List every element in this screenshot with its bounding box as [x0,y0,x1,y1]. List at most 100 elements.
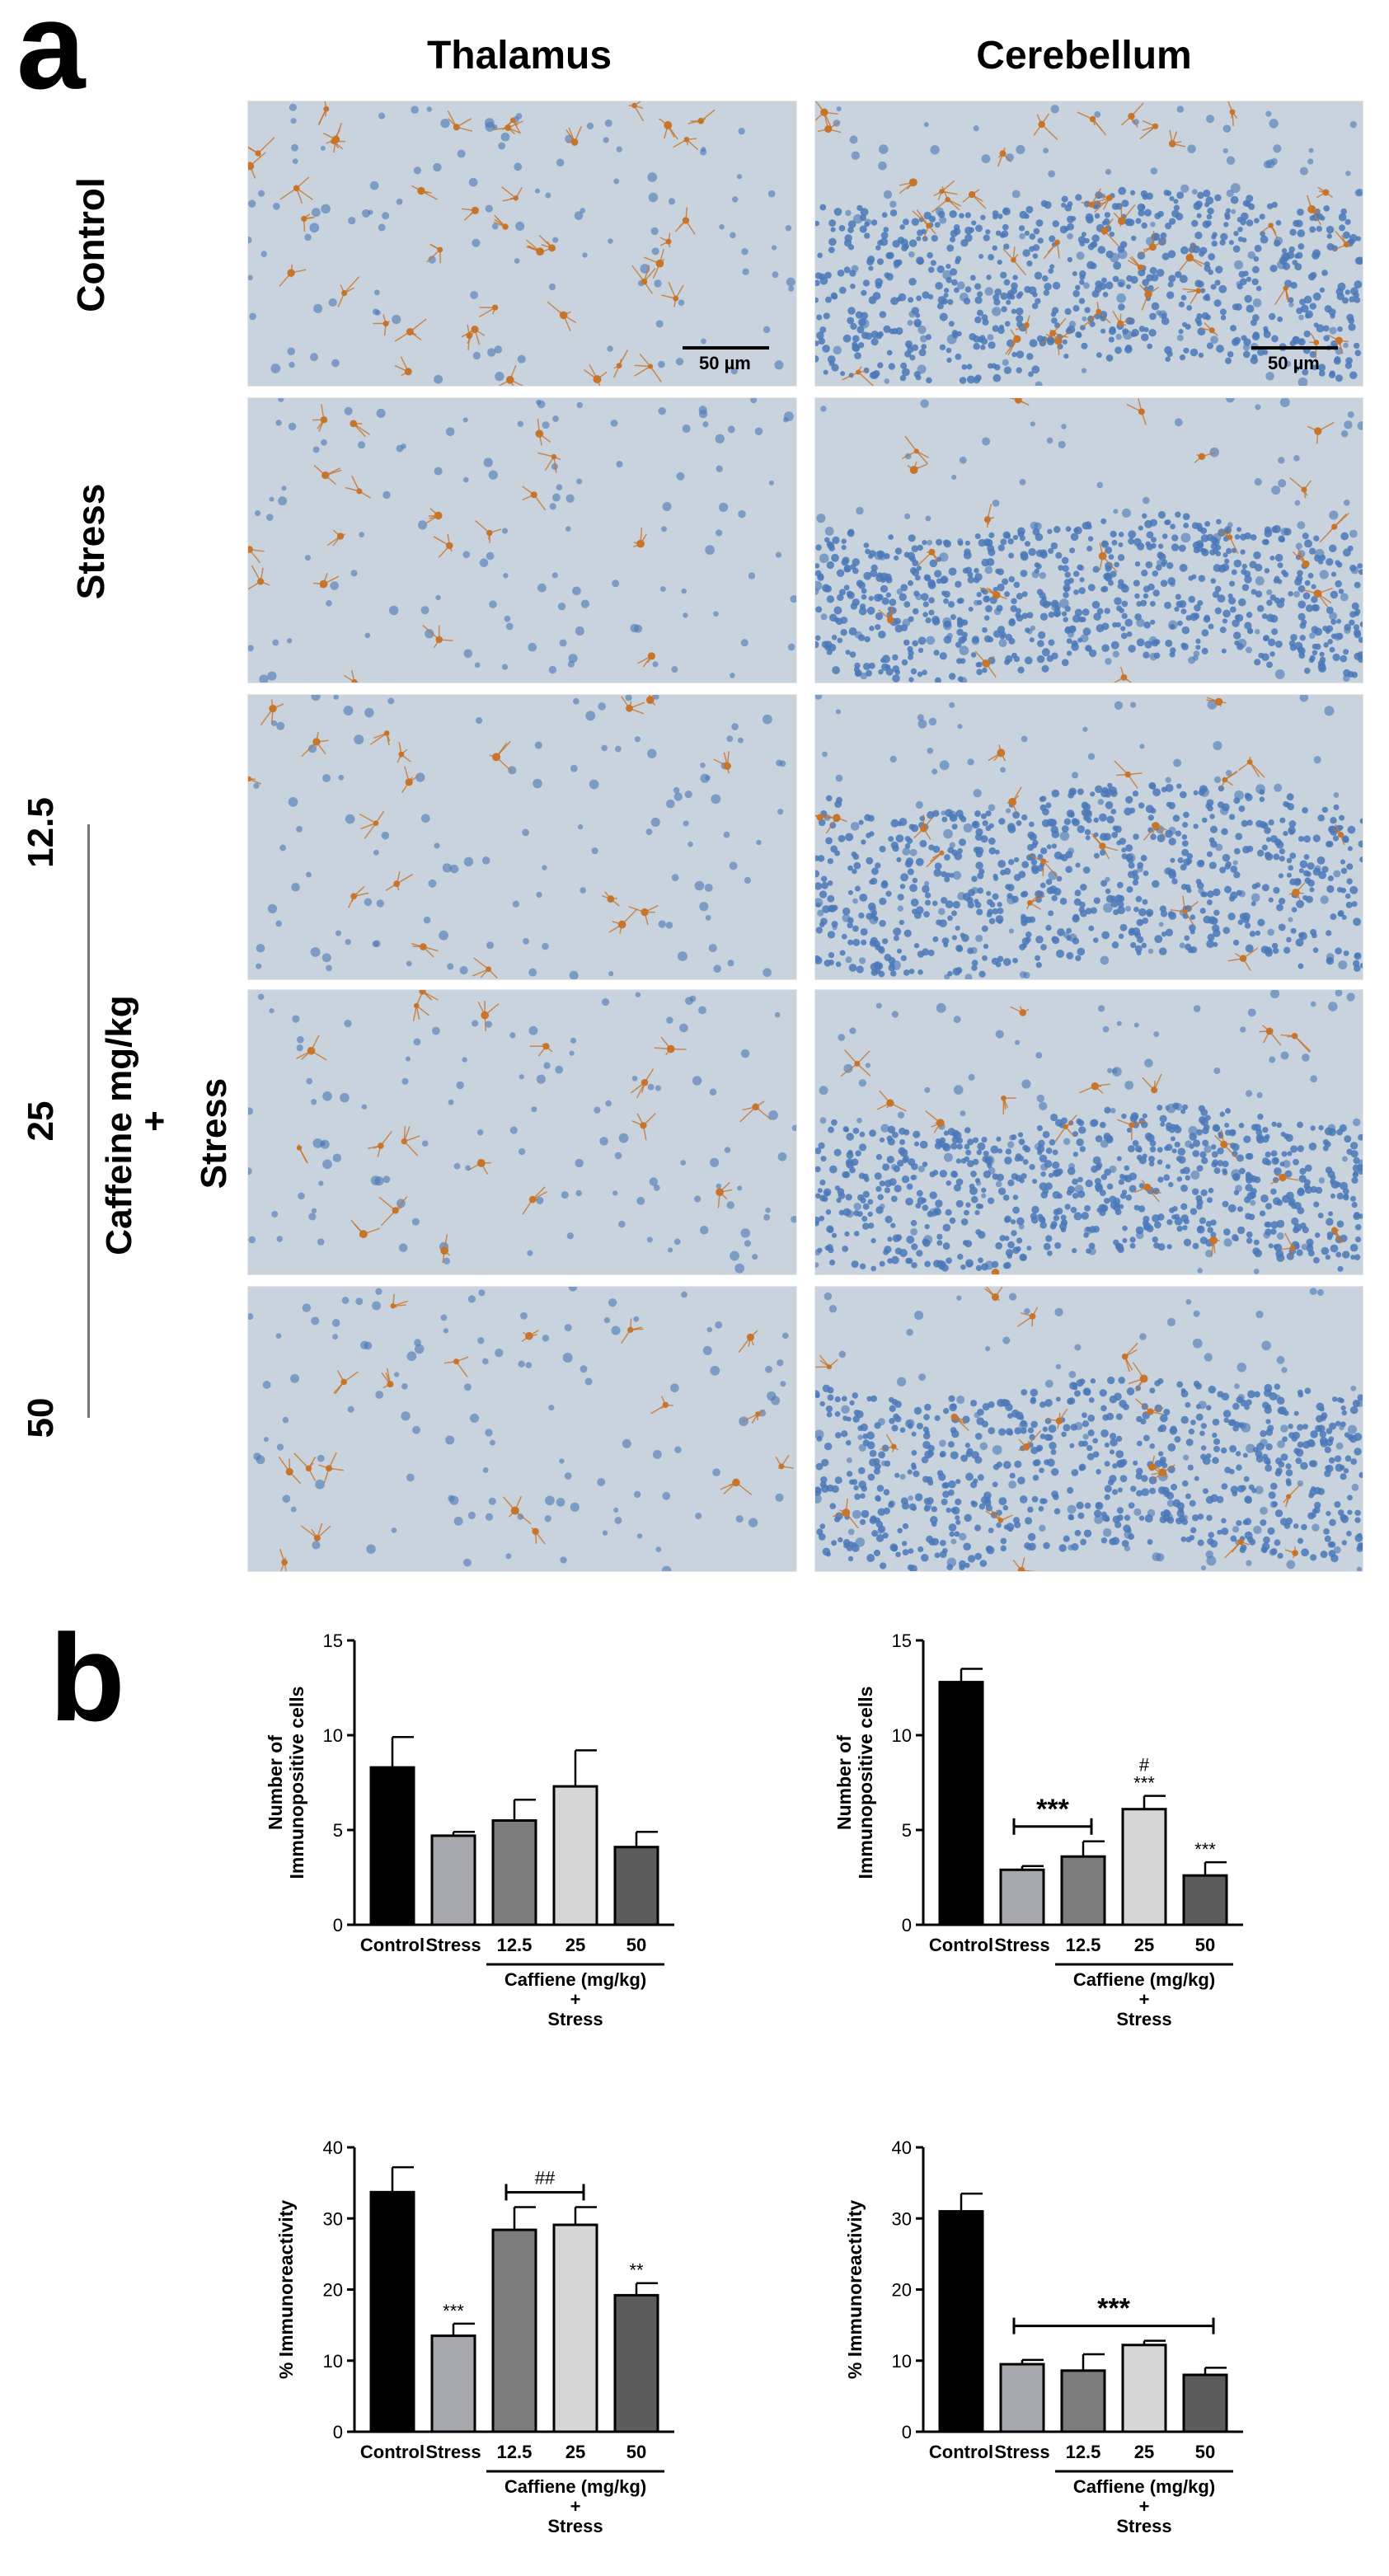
y-axis-label: % Immunoreactivity [844,2200,866,2379]
bar-50 [1182,1874,1228,1926]
thalamus-micrograph-row-1 [247,101,797,387]
x-tick-label: Stress [425,2442,481,2462]
bar-Stress [430,1834,476,1926]
bar-12-5 [491,1819,537,1926]
y-axis-label: % Immunoreactivity [275,2200,297,2379]
chart-thalamus-cell-count: 0 5 10 15 Number of Immunopositive cells Contr… [247,1616,709,2044]
group-label: + [1139,1989,1150,2010]
scale-bar-cerebellum [1251,346,1338,350]
bar-Stress [430,2334,476,2433]
cerebellum-micrograph-row-2 [814,397,1363,683]
row-label-control: Control [69,177,112,312]
bar-25 [552,1785,598,1926]
bar-Control [938,1681,984,1926]
group-label: Stress [547,2516,603,2536]
y-tick-label: 30 [323,2208,343,2229]
x-tick-label: 25 [565,2442,585,2462]
bar-12-5 [491,2228,537,2433]
y-tick-label: 10 [892,2351,912,2372]
dose-group-line [87,824,90,1418]
cerebellum-micrograph-row-5 [814,1286,1363,1572]
y-tick-label: 5 [333,1820,343,1841]
bar-12-5 [1060,1855,1106,1926]
y-tick-label: 0 [902,1915,912,1936]
group-label: + [570,1989,581,2010]
y-tick-label: 0 [333,2422,343,2442]
dose-label-12-5: 12.5 [21,797,61,868]
bar-50 [1182,2373,1228,2433]
y-tick-label: 15 [892,1631,912,1651]
x-tick-label: Control [929,1935,993,1955]
chart-thalamus-immunoreactivity: 0 10 20 30 40% Immunoreactivity Control Stress… [247,2123,709,2551]
bar-Control [369,2190,415,2433]
scale-label-cerebellum: 50 µm [1268,353,1320,373]
x-tick-label: 25 [565,1935,585,1955]
x-tick-label: 50 [1195,2442,1215,2462]
x-tick-label: Stress [994,1935,1049,1955]
significance-label: *** [1036,1794,1069,1825]
x-tick-label: 50 [626,1935,646,1955]
thalamus-micrograph-row-2 [247,397,797,683]
bar-Control [369,1766,415,1926]
y-tick-label: 10 [323,1725,343,1746]
bar-12-5 [1060,2369,1106,2433]
x-tick-label: Control [929,2442,993,2462]
y-axis-label: Number of [833,1735,855,1830]
group-label-stress: Stress [194,1077,234,1189]
column-title-cerebellum: Cerebellum [976,34,1192,77]
x-tick-label: Control [360,1935,425,1955]
x-tick-label: Stress [994,2442,1049,2462]
group-label: Caffiene (mg/kg) [1073,2476,1215,2497]
x-tick-label: Control [360,2442,425,2462]
x-tick-label: 50 [626,2442,646,2462]
group-label: Caffiene (mg/kg) [504,2476,646,2497]
y-tick-label: 20 [892,2280,912,2301]
scale-bar-thalamus [683,346,769,350]
x-tick-label: 12.5 [1066,2442,1101,2462]
y-tick-label: 10 [892,1725,912,1746]
group-label: Caffiene (mg/kg) [1073,1969,1215,1990]
significance-label: ## [535,2167,556,2188]
group-label: Stress [547,2009,603,2029]
x-tick-label: 50 [1195,1935,1215,1955]
y-tick-label: 0 [902,2422,912,2442]
x-tick-label: 12.5 [1066,1935,1101,1955]
x-tick-label: 25 [1134,2442,1154,2462]
cerebellum-micrograph-row-4 [814,989,1363,1275]
x-tick-label: Stress [425,1935,481,1955]
y-tick-label: 15 [323,1631,343,1651]
group-label: + [1139,2496,1150,2517]
significance-label: *** [443,2301,464,2321]
row-label-stress: Stress [69,483,112,600]
bar-25 [1121,1808,1167,1926]
y-tick-label: 40 [323,2137,343,2158]
bar-25 [1121,2344,1167,2433]
y-tick-label: 5 [902,1820,912,1841]
chart-cerebellum-immunoreactivity: 0 10 20 30 40% Immunoreactivity Control Stress… [816,2123,1278,2551]
y-tick-label: 10 [323,2351,343,2372]
bar-25 [552,2223,598,2433]
bar-50 [613,2293,659,2433]
scale-label-thalamus: 50 µm [699,353,751,373]
cerebellum-micrograph-row-1 [814,101,1363,387]
y-axis-label: Immunopositive cells [286,1687,307,1879]
y-tick-label: 30 [892,2208,912,2229]
significance-label: *** [1133,1773,1155,1794]
column-title-thalamus: Thalamus [426,34,612,77]
y-tick-label: 20 [323,2280,343,2301]
y-tick-label: 40 [892,2137,912,2158]
bar-Stress [999,2363,1045,2433]
group-label: Stress [1116,2009,1171,2029]
group-label-plus: + [134,1110,175,1132]
y-axis-label: Immunopositive cells [855,1687,876,1879]
dose-label-25: 25 [21,1100,61,1142]
x-tick-label: 12.5 [497,2442,533,2462]
y-axis-label: Number of [265,1735,286,1830]
x-tick-label: 12.5 [497,1935,533,1955]
cerebellum-micrograph-row-3 [814,694,1363,980]
thalamus-micrograph-row-5 [247,1286,797,1572]
thalamus-micrograph-row-4 [247,989,797,1275]
panel-b-letter: b [49,1608,125,1747]
group-label: Stress [1116,2516,1171,2536]
group-label: + [570,2496,581,2517]
